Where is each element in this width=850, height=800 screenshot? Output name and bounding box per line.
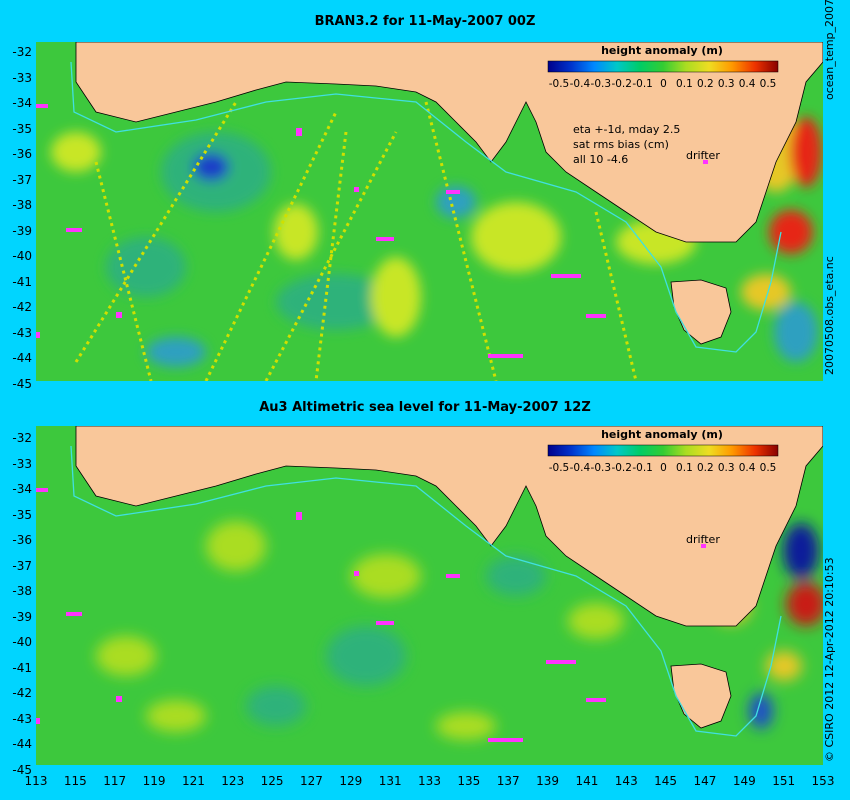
y-tick-label: -35 (12, 507, 32, 522)
colorbar-tick-label: 0.4 (739, 78, 756, 90)
y-tick-label: -33 (12, 70, 32, 85)
colorbar-tick-label: 0 (660, 462, 667, 474)
y-tick-label: -45 (12, 376, 32, 391)
drifter-label: drifter (686, 149, 720, 162)
map-top-svg: drifter eta +-1d, mday 2.5 sat rms bias … (36, 41, 824, 382)
x-tick-label: 137 (496, 774, 520, 788)
shelf-contour (70, 445, 782, 737)
panel-title-bottom: Au3 Altimetric sea level for 11-May-2007… (259, 400, 591, 415)
x-tick-label: 127 (299, 774, 323, 788)
x-tick-label: 141 (575, 774, 599, 788)
y-tick-label: -33 (12, 456, 32, 471)
x-tick-label: 133 (418, 774, 441, 788)
colorbar-tick-label: -0.5 (549, 462, 570, 474)
x-tick-label: 113 (24, 774, 48, 788)
x-tick-label: 149 (732, 774, 756, 788)
colorbar-tick-label: -0.1 (632, 78, 653, 90)
y-tick-label: -38 (12, 198, 32, 212)
colorbar-tick-label: -0.1 (632, 462, 653, 474)
colorbar-tick-label: -0.2 (611, 462, 632, 474)
satellite-tracks (74, 101, 638, 382)
drifter-tracks (36, 488, 706, 742)
x-tick-label: 119 (142, 774, 166, 788)
colorbar-tick-label: 0.2 (697, 78, 714, 90)
colorbar-tick-label: -0.5 (549, 78, 570, 90)
colorbar-ticks: -0.5 -0.4 -0.3 -0.2 -0.1 0 0.1 0.2 0.3 0.4 0.5 (549, 78, 777, 90)
colorbar-tick-label: 0 (660, 78, 667, 90)
y-tick-label: -40 (12, 249, 32, 263)
y-tick-label: -37 (12, 172, 32, 187)
x-tick-label: 117 (103, 774, 127, 788)
x-tick-label: 125 (260, 774, 284, 788)
y-tick-label: -32 (12, 431, 32, 445)
y-tick-label: -34 (12, 482, 32, 496)
annotation-line-3: all 10 -4.6 (573, 153, 628, 166)
x-tick-label: 151 (772, 774, 796, 788)
colorbar-tick-label: 0.1 (676, 78, 693, 90)
x-tick-label: 123 (221, 774, 245, 788)
y-tick-label: -45 (12, 762, 32, 777)
colorbar-top: height anomaly (m) -0.5 -0.4 -0.3 -0. (547, 44, 779, 90)
y-tick-label: -36 (12, 533, 32, 547)
side-label-model: ocean_temp_2007 (823, 0, 836, 100)
y-tick-label: -39 (12, 223, 32, 238)
colorbar-tick-label: 0.5 (760, 462, 777, 474)
colorbar-title: height anomaly (m) (601, 44, 723, 57)
y-tick-label: -44 (12, 737, 32, 751)
x-tick-label: 153 (811, 774, 835, 788)
y-tick-label: -35 (12, 121, 32, 136)
colorbar-tick-label: -0.4 (570, 78, 591, 90)
y-tick-label: -36 (12, 147, 32, 161)
side-label-copyright: © CSIRO 2012 12-Apr-2012 20:10:53 (823, 557, 836, 762)
drifter-tracks (36, 104, 708, 358)
colorbar-tick-label: -0.3 (591, 78, 612, 90)
x-tick-label: 147 (693, 774, 717, 788)
y-tick-label: -39 (12, 609, 32, 624)
x-tick-label: 143 (614, 774, 638, 788)
panel-title-top: BRAN3.2 for 11-May-2007 00Z (314, 14, 536, 29)
colorbar-tick-label: -0.4 (570, 462, 591, 474)
colorbar-tick-label: -0.3 (591, 462, 612, 474)
y-tick-label: -43 (12, 711, 32, 726)
y-tick-label: -32 (12, 45, 32, 59)
annotation-line-2: sat rms bias (cm) (573, 138, 669, 151)
drifter-label: drifter (686, 533, 720, 546)
shelf-contour (70, 61, 782, 353)
y-tick-label: -42 (12, 300, 32, 314)
y-tick-label: -44 (12, 351, 32, 365)
x-tick-label: 129 (339, 774, 363, 788)
side-label-file: 20070508.obs_eta.nc (823, 256, 836, 375)
x-tick-label: 115 (63, 774, 87, 788)
x-tick-label: 131 (378, 774, 402, 788)
y-tick-label: -43 (12, 325, 32, 340)
australia-landmass (75, 41, 824, 243)
colorbar-bottom: height anomaly (m) -0.5 -0.4 -0.3 -0.2 -0.1 0… (547, 428, 779, 474)
colorbar-tick-label: -0.2 (611, 78, 632, 90)
x-tick-label: 145 (654, 774, 678, 788)
y-tick-label: -41 (12, 274, 32, 289)
annotation-line-1: eta +-1d, mday 2.5 (573, 123, 680, 136)
colorbar-tick-label: 0.1 (676, 462, 693, 474)
colorbar-tick-label: 0.4 (739, 462, 756, 474)
y-tick-label: -42 (12, 686, 32, 700)
y-tick-label: -40 (12, 635, 32, 649)
colorbar-tick-label: 0.3 (718, 78, 735, 90)
map-bottom: drifter height anomaly (m) -0.5 -0.4 -0.3-… (36, 425, 826, 765)
x-tick-label: 139 (536, 774, 559, 788)
x-tick-label: 135 (457, 774, 481, 788)
colorbar-tick-label: 0.5 (760, 78, 777, 90)
y-tick-label: -34 (12, 96, 32, 110)
colorbar-title: height anomaly (m) (601, 428, 723, 441)
x-tick-label: 121 (181, 774, 205, 788)
map-bottom-svg: drifter height anomaly (m) -0.5 -0.4 -0.3-… (36, 425, 826, 765)
colorbar-tick-label: 0.3 (718, 462, 735, 474)
y-tick-label: -37 (12, 558, 32, 573)
y-tick-label: -41 (12, 660, 32, 675)
australia-landmass (75, 425, 824, 627)
map-top: drifter eta +-1d, mday 2.5 sat rms bias … (36, 41, 824, 382)
colorbar-tick-label: 0.2 (697, 462, 714, 474)
y-tick-label: -38 (12, 584, 32, 598)
colorbar-ticks: -0.5 -0.4 -0.3 -0.2 -0.1 0 0.1 0.2 0.3 0.4 0.5 (549, 462, 777, 474)
